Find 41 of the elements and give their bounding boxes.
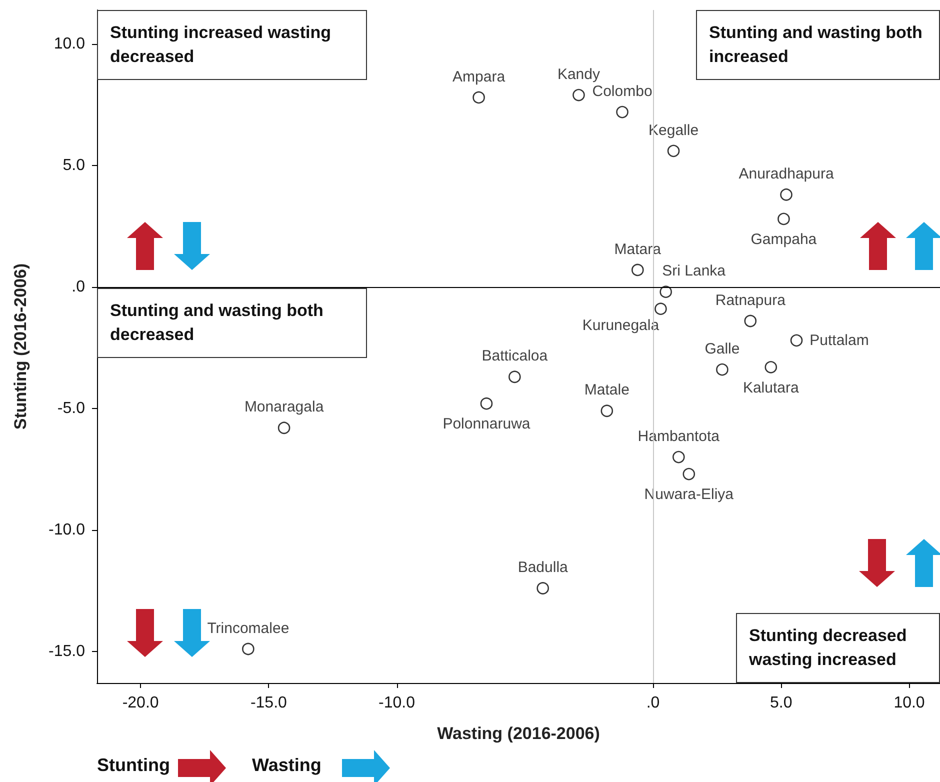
series-label: Matara [614, 240, 662, 258]
series-label: Puttalam [810, 332, 869, 349]
series-label: Trincomalee [207, 620, 290, 637]
series-label: Sri Lanka [662, 262, 726, 280]
x-tick-label: -20.0 [122, 694, 159, 712]
series-label: Nuwara-Eliya [644, 486, 734, 504]
y-tick-label: 10.0 [54, 36, 86, 53]
text-box: Stunting decreased wasting increased [736, 613, 940, 683]
series-label: Kalutara [742, 379, 800, 396]
series-label: Ampara [452, 68, 506, 86]
y-tick-label: 5.0 [62, 156, 86, 174]
series-label: Matale [584, 382, 630, 399]
series-label: Monaragala [244, 398, 324, 416]
series-label: Kegalle [648, 122, 699, 139]
x-tick-label: -15.0 [250, 694, 288, 712]
x-tick-label: 10.0 [894, 694, 925, 712]
text: Stunting [97, 755, 170, 776]
y-tick-label: -5.0 [57, 400, 86, 417]
series-label: Polonnaruwa [442, 416, 531, 433]
series-label: Batticaloa [482, 348, 548, 365]
series-label: Colombo [592, 82, 652, 100]
series-label: Kandy [557, 66, 600, 83]
text-box: Stunting and wasting both decreased [97, 288, 367, 358]
y-axis-title: Stunting (2016-2006) [11, 263, 30, 430]
y-tick-label: .0 [72, 278, 86, 296]
x-tick-label: -10.0 [378, 694, 416, 712]
series-label: Kurunegala [582, 316, 660, 334]
series-label: Gampaha [750, 231, 818, 248]
series-label: Anuradhapura [738, 166, 834, 182]
x-axis-title: Wasting (2016-2006) [437, 724, 600, 743]
y-tick-label: -15.0 [48, 642, 86, 660]
series-label: Ratnapura [715, 292, 786, 309]
x-tick-label: .0 [646, 694, 660, 712]
x-tick-label: 5.0 [770, 694, 792, 712]
text: Wasting [252, 755, 322, 776]
series-label: Badulla [518, 559, 569, 576]
series-label: Hambantota [638, 428, 720, 445]
series-label: Galle [704, 340, 740, 358]
y-tick-label: -10.0 [48, 521, 86, 538]
text-box: Stunting and wasting both increased [696, 10, 940, 80]
text-box: Stunting increased wasting decreased [97, 10, 367, 80]
